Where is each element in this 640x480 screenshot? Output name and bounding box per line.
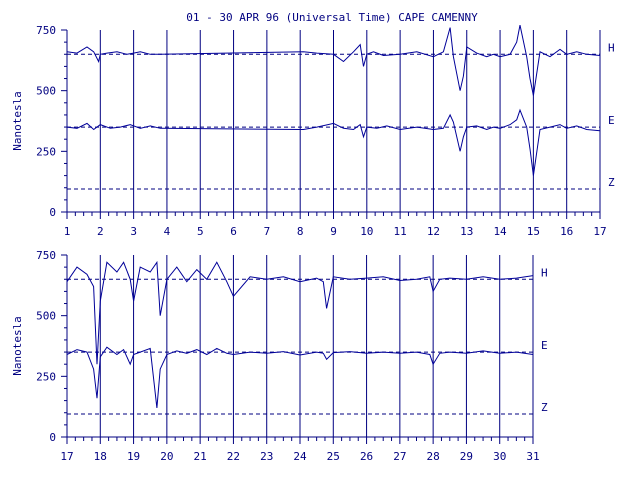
x-tick-label: 2 bbox=[97, 225, 104, 238]
y-axis-label: Nanotesla bbox=[11, 316, 24, 376]
x-tick-label: 8 bbox=[297, 225, 304, 238]
x-tick-label: 6 bbox=[230, 225, 237, 238]
x-tick-label: 27 bbox=[393, 450, 406, 463]
x-tick-label: 10 bbox=[360, 225, 373, 238]
trace-h bbox=[66, 260, 534, 365]
x-tick-label: 17 bbox=[60, 450, 73, 463]
component-label-h: H bbox=[541, 266, 548, 279]
trace-e bbox=[66, 346, 534, 408]
x-tick-label: 18 bbox=[94, 450, 107, 463]
y-tick-label: 250 bbox=[36, 145, 56, 158]
y-tick-label: 750 bbox=[36, 24, 56, 37]
x-tick-label: 13 bbox=[460, 225, 473, 238]
component-label-e: E bbox=[541, 339, 548, 352]
x-tick-label: 16 bbox=[560, 225, 573, 238]
trace-h bbox=[66, 24, 601, 96]
x-tick-label: 12 bbox=[427, 225, 440, 238]
component-label-z: Z bbox=[541, 401, 548, 414]
component-label-h: H bbox=[608, 41, 615, 54]
x-tick-label: 21 bbox=[194, 450, 207, 463]
y-axis-label: Nanotesla bbox=[11, 91, 24, 151]
y-tick-label: 500 bbox=[36, 85, 56, 98]
x-tick-label: 3 bbox=[130, 225, 137, 238]
y-tick-label: 750 bbox=[36, 249, 56, 262]
x-tick-label: 31 bbox=[526, 450, 539, 463]
x-tick-label: 30 bbox=[493, 450, 506, 463]
x-tick-label: 19 bbox=[127, 450, 140, 463]
x-tick-label: 9 bbox=[330, 225, 337, 238]
x-tick-label: 17 bbox=[593, 225, 606, 238]
x-tick-label: 26 bbox=[360, 450, 373, 463]
y-tick-label: 0 bbox=[49, 206, 56, 219]
x-tick-label: 20 bbox=[160, 450, 173, 463]
y-tick-label: 500 bbox=[36, 310, 56, 323]
x-tick-label: 28 bbox=[427, 450, 440, 463]
x-tick-label: 24 bbox=[293, 450, 307, 463]
x-tick-label: 22 bbox=[227, 450, 240, 463]
x-tick-label: 29 bbox=[460, 450, 473, 463]
x-tick-label: 23 bbox=[260, 450, 273, 463]
trace-e bbox=[66, 108, 601, 176]
y-tick-label: 0 bbox=[49, 431, 56, 444]
x-tick-label: 4 bbox=[164, 225, 171, 238]
x-tick-label: 7 bbox=[264, 225, 271, 238]
chart-panel-2: 0 250 500 750 Nanotesla 17 18 19 20 21 22 23 24 25 26 2… bbox=[11, 249, 548, 463]
y-tick-label: 250 bbox=[36, 370, 56, 383]
x-tick-label: 1 bbox=[64, 225, 71, 238]
x-tick-label: 14 bbox=[493, 225, 507, 238]
chart-title: 01 - 30 APR 96 (Universal Time) CAPE CAM… bbox=[186, 11, 478, 24]
x-tick-label: 5 bbox=[197, 225, 204, 238]
x-tick-label: 11 bbox=[394, 225, 407, 238]
component-label-e: E bbox=[608, 114, 615, 127]
component-label-z: Z bbox=[608, 176, 615, 189]
x-tick-label: 25 bbox=[327, 450, 340, 463]
x-tick-label: 15 bbox=[527, 225, 540, 238]
